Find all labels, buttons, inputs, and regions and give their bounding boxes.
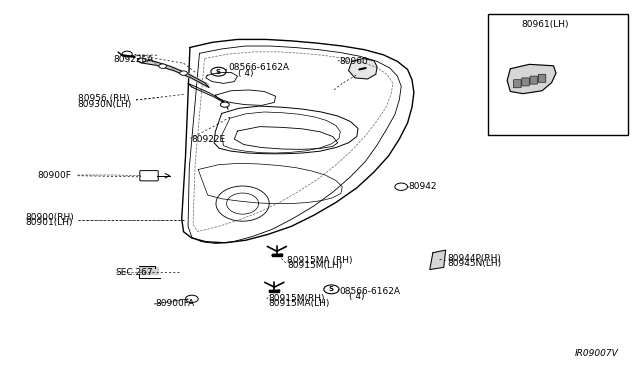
Text: 80961(LH): 80961(LH) bbox=[522, 20, 569, 29]
Text: S: S bbox=[329, 286, 334, 292]
Text: 80942: 80942 bbox=[409, 182, 437, 191]
FancyBboxPatch shape bbox=[140, 171, 158, 181]
Text: 80915M(LH): 80915M(LH) bbox=[287, 261, 342, 270]
Polygon shape bbox=[272, 254, 282, 256]
FancyBboxPatch shape bbox=[530, 76, 538, 84]
Circle shape bbox=[211, 67, 226, 76]
Circle shape bbox=[159, 64, 166, 68]
Text: S: S bbox=[216, 69, 221, 75]
Polygon shape bbox=[269, 290, 280, 292]
FancyBboxPatch shape bbox=[513, 80, 521, 88]
Text: 80956 (RH): 80956 (RH) bbox=[77, 94, 129, 103]
Text: 80930N(LH): 80930N(LH) bbox=[77, 100, 132, 109]
Text: 80922EA: 80922EA bbox=[114, 55, 154, 64]
Text: 80944P(RH): 80944P(RH) bbox=[447, 254, 500, 263]
Text: SEC.267: SEC.267 bbox=[116, 267, 154, 277]
Text: 08566-6162A: 08566-6162A bbox=[339, 287, 400, 296]
Text: 80915MA (RH): 80915MA (RH) bbox=[287, 256, 353, 264]
FancyBboxPatch shape bbox=[538, 74, 546, 82]
Polygon shape bbox=[349, 58, 377, 79]
Circle shape bbox=[220, 102, 229, 107]
Text: 80900(RH): 80900(RH) bbox=[25, 213, 74, 222]
Circle shape bbox=[138, 58, 145, 62]
Bar bbox=[488, 14, 628, 135]
FancyBboxPatch shape bbox=[522, 78, 529, 86]
Polygon shape bbox=[507, 64, 556, 94]
Text: 80901(LH): 80901(LH) bbox=[25, 218, 72, 227]
Text: 80945N(LH): 80945N(LH) bbox=[447, 259, 501, 268]
Text: 80900FA: 80900FA bbox=[155, 299, 194, 308]
Text: 80915MA(LH): 80915MA(LH) bbox=[268, 299, 330, 308]
Text: 80922E: 80922E bbox=[192, 135, 226, 144]
Text: 08566-6162A: 08566-6162A bbox=[228, 63, 289, 72]
Text: ( 4): ( 4) bbox=[349, 292, 365, 301]
Text: 80915M(RH): 80915M(RH) bbox=[268, 294, 324, 303]
Circle shape bbox=[395, 183, 408, 190]
Polygon shape bbox=[429, 250, 445, 270]
Circle shape bbox=[324, 285, 339, 294]
Text: IR09007V: IR09007V bbox=[575, 349, 618, 358]
Text: 80960: 80960 bbox=[339, 57, 368, 66]
Polygon shape bbox=[139, 267, 158, 274]
Circle shape bbox=[180, 71, 188, 76]
Text: ( 4): ( 4) bbox=[237, 69, 253, 78]
Text: 80900F: 80900F bbox=[38, 170, 72, 180]
Circle shape bbox=[186, 295, 198, 302]
